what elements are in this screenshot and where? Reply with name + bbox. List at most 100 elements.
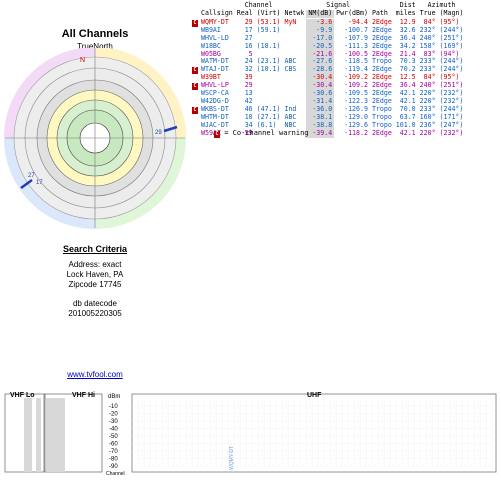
col-netwk: Netwk <box>282 8 307 19</box>
cell-nm: -20.5 <box>306 42 335 51</box>
table-row: WATM-DT 24 (23.1) ABC -27.6 -118.5 Tropo 70.3 23… <box>192 57 465 67</box>
y-tick-label: -20 <box>109 412 118 418</box>
y-tick-label: -60 <box>109 442 118 448</box>
group-signal: Signal <box>326 1 351 9</box>
spectrum-marker-label: WQMY-DT <box>229 446 235 470</box>
cw-badge-icon: C <box>192 83 198 91</box>
cell-true: 232° <box>419 25 436 34</box>
cell-callsign: WATM-DT <box>201 57 229 66</box>
cell-nm: -38.1 <box>306 113 335 122</box>
cell-pwr: -126.9 <box>344 105 368 114</box>
cell-virt: (53.1) <box>256 17 281 26</box>
co-channel-warning: = Co-channel warning <box>224 129 309 137</box>
col-virt: (Virt) <box>254 8 283 19</box>
cell-magn: (251°) <box>439 33 464 42</box>
cell-magn: (244°) <box>439 57 464 66</box>
cell-netwk: CBS <box>284 65 297 74</box>
cell-callsign: WB9AI <box>201 25 221 34</box>
cell-path: 2Edge <box>371 25 392 34</box>
y-tick-label: -30 <box>109 419 118 425</box>
cw-badge-icon: C <box>192 107 198 115</box>
cell-netwk <box>282 82 306 90</box>
col-nm: NM(dB) <box>306 8 335 19</box>
cell-path: Tropo <box>371 105 392 114</box>
cell-virt: (10.1) <box>256 65 281 74</box>
cw-cell <box>192 122 199 130</box>
table-row: WHTM-DT 10 (27.1) ABC -38.1 -129.0 Tropo 63.7 16… <box>192 113 465 122</box>
cell-nm: -30.6 <box>306 89 335 99</box>
cell-magn: (251°) <box>439 81 464 90</box>
cw-cell <box>192 43 199 51</box>
table-row: C WTAJ-DT 32 (10.1) CBS -28.6 -119.4 2Edge 70.2 2… <box>192 65 465 75</box>
col-real: Real <box>234 8 255 19</box>
cell-magn: (247°) <box>439 120 464 129</box>
table-row: C WHVL-LP 29 -30.4 -109.2 2Edge 36.4 240° (251°) <box>192 81 465 91</box>
cell-pwr: -107.9 <box>344 33 368 42</box>
table-row: W05BG 5 -21.6 -100.5 2Edge 21.4 83° (94°) <box>192 49 465 59</box>
cell-real: 29 <box>244 17 253 26</box>
page-title: All Channels <box>61 28 129 40</box>
uhf-box <box>131 393 497 473</box>
co-channel-legend: C = Co-channel warning <box>214 129 309 138</box>
cell-path: 2Edge <box>371 33 392 42</box>
cell-nm: -21.6 <box>306 50 335 59</box>
cell-virt: (23.1) <box>256 57 281 66</box>
y-tick-label: -40 <box>109 427 118 433</box>
tvfool-link[interactable]: www.tvfool.com <box>67 370 123 379</box>
search-heading: Search Criteria <box>62 244 128 254</box>
cell-netwk <box>282 27 306 35</box>
column-header-row: Callsign Real (Virt) Netwk NM(dB) Pwr(dB… <box>192 8 466 19</box>
cell-miles: 12.9 <box>399 17 416 26</box>
cell-callsign: WHVL-LD <box>201 33 229 42</box>
cw-cell <box>192 98 199 106</box>
cell-pwr: -109.2 <box>344 81 368 90</box>
vhf-hi-label: VHF Hi <box>72 392 95 399</box>
cell-real: 29 <box>244 81 253 90</box>
cell-pwr: -129.6 <box>344 120 368 129</box>
cell-real: 24 <box>244 57 253 66</box>
cell-nm: -38.8 <box>306 121 335 130</box>
cw-cell <box>192 130 199 138</box>
cell-miles: 42.1 <box>399 128 416 137</box>
cell-nm: -3.6 <box>306 18 335 27</box>
cw-badge-icon: C <box>192 19 198 27</box>
cell-true: 236° <box>419 120 436 129</box>
cell-pwr: -111.3 <box>344 41 368 50</box>
cw-cell <box>192 90 199 98</box>
cw-cell <box>192 58 199 66</box>
spectrum-chart: VHF Lo VHF Hi dBm -10-20-30-40-50-60-70-… <box>2 388 499 478</box>
cw-badge-icon: C <box>192 67 198 75</box>
cell-miles: 32.6 <box>399 25 416 34</box>
cw-cell <box>192 35 199 43</box>
cell-true: 240° <box>419 33 436 42</box>
group-header-row: Channel Signal Dist Azimuth <box>192 1 465 10</box>
cell-pwr: -109.5 <box>344 89 368 98</box>
outer-ring-blue <box>4 137 96 229</box>
cell-pwr: -100.5 <box>344 49 368 58</box>
cell-path: 2Edge <box>371 81 392 90</box>
cell-miles: 36.4 <box>399 33 416 42</box>
table-row: C WQMY-DT 29 (53.1) MyN -3.6 -94.4 2Edge 12.9 84°… <box>192 18 465 27</box>
uhf-grid <box>132 400 496 472</box>
cell-real: 27 <box>244 33 253 42</box>
cell-netwk: ABC <box>284 57 297 66</box>
cell-miles: 34.2 <box>399 41 416 50</box>
dbm-label: dBm <box>108 394 120 400</box>
cell-real: 32 <box>244 65 253 74</box>
cell-callsign: WHTM-DT <box>201 113 229 122</box>
cell-true: 84° <box>423 17 436 26</box>
cell-true: 240° <box>419 81 436 90</box>
cell-nm: -30.4 <box>306 73 335 83</box>
y-tick-label: -70 <box>109 449 118 455</box>
cell-true: 84° <box>423 73 436 82</box>
cell-callsign: W42DG-D <box>201 97 229 106</box>
vhf-hi-box <box>43 393 103 473</box>
col-callsign: Callsign <box>199 8 235 19</box>
cell-true: 160° <box>419 113 436 122</box>
col-miles: miles <box>393 8 418 19</box>
cell-nm: -31.4 <box>306 97 335 107</box>
cell-pwr: -118.2 <box>344 128 368 137</box>
cell-pwr: -100.7 <box>344 25 368 34</box>
table-row: WHVL-LD 27 -17.0 -107.9 2Edge 36.4 240° (251°) <box>192 33 465 43</box>
cell-netwk: Ind <box>284 105 297 114</box>
